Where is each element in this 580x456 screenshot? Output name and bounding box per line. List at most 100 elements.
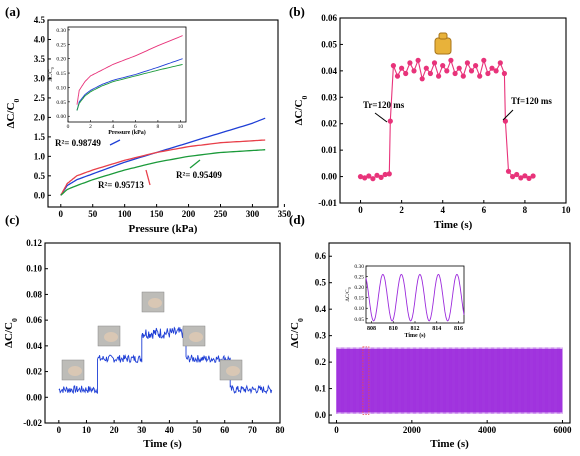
panel-b-point (399, 65, 405, 71)
panel-c-y-tick-label: 0.06 (26, 315, 42, 325)
panel-a-y-tick-label: 0.5 (34, 171, 46, 181)
panel-b-point (493, 68, 499, 74)
panel-b-point (464, 60, 470, 66)
panel-b-point (415, 57, 421, 63)
panel-b-y-tick-label: 0.03 (321, 92, 337, 102)
panel-d-inset-x-tick-label: 816 (454, 326, 463, 332)
panel-a-inset-y-tick-label: 0.10 (56, 85, 66, 91)
panel-b-point (473, 63, 479, 69)
panel-b-y-tick-label: -0.01 (318, 198, 337, 208)
panel-c-xlabel: Time (s) (143, 438, 182, 450)
panel-b-xlabel: Time (s) (434, 219, 473, 231)
panel-b-point (452, 70, 458, 77)
panel-a-y-tick-label: 2.0 (34, 112, 46, 122)
axes-layer (44, 17, 571, 424)
panel-d-x-tick-label: 6000 (553, 425, 572, 435)
panel-b-ylabel: ΔC/C0 (293, 96, 309, 126)
panel-a-inset-series-0 (76, 35, 183, 105)
panel-a-series-1 (60, 139, 266, 196)
panel-b-point (431, 60, 438, 66)
panel-c-label: (c) (5, 212, 19, 227)
panel-b-point (387, 118, 393, 124)
panel-b-x-tick-label: 8 (523, 205, 528, 215)
panel-b-point (505, 168, 512, 174)
panel-d-highlight (362, 346, 370, 415)
panel-d-inset-y-tick-label: 0.15 (354, 296, 364, 302)
panel-b-point (403, 70, 409, 77)
panel-a-inset-x-tick-label: 8 (157, 124, 160, 130)
panel-c-series (58, 326, 273, 395)
panel-b-y-tick-label: 0.01 (321, 145, 337, 155)
panel-d-y-tick-label: 0.4 (315, 304, 327, 314)
panel-d-inset-y-tick-label: 0.10 (354, 306, 364, 312)
panel-c-y-tick-label: 0.00 (26, 392, 42, 402)
panel-a-x-tick-label: 150 (150, 209, 164, 219)
panel-d-inset-x-tick-label: 810 (389, 326, 398, 332)
panel-a-x-tick-label: 250 (214, 209, 228, 219)
panel-b-point (382, 171, 388, 178)
panel-c-ylabel: ΔC/C0 (3, 318, 19, 348)
panel-a-x-tick-label: 100 (118, 209, 132, 219)
panel-b-y-tick-label: 0.04 (321, 66, 337, 76)
panel-d-x-tick-label: 4000 (478, 425, 497, 435)
panel-a-x-tick-label: 0 (59, 209, 64, 219)
panel-d-x-tick-label: 0 (334, 425, 339, 435)
panel-d-frame (328, 242, 571, 424)
panel-a-inset-y-tick-label: 0.20 (56, 57, 66, 63)
panel-d-inset-y-tick-label: 0.20 (354, 285, 364, 291)
panel-b-point (374, 172, 380, 178)
finger-photo-hand (104, 332, 118, 342)
panel-b-point (502, 118, 508, 124)
panel-a-y-tick-label: 1.0 (34, 151, 46, 161)
panel-b-point (448, 57, 454, 63)
panel-b-point (427, 70, 433, 77)
panel-b-point (456, 65, 462, 71)
panel-b-point (481, 57, 487, 63)
panel-a-inset-x-tick-label: 2 (89, 124, 92, 130)
panel-d-xlabel: Time (s) (430, 438, 469, 450)
panel-c-x-tick-label: 0 (57, 425, 62, 435)
panel-c-y-tick-label: 0.12 (26, 238, 42, 248)
panel-b-point (394, 73, 401, 79)
panel-c-x-tick-label: 80 (276, 425, 286, 435)
panel-b-point (436, 73, 442, 79)
panel-b-point (444, 68, 450, 74)
panel-b-point (489, 65, 495, 71)
panel-c-frame (44, 242, 281, 424)
panel-b-point (501, 70, 507, 77)
panel-d-inset-y-tick-label: 0.05 (354, 317, 364, 323)
panel-b-x-tick-label: 2 (399, 205, 404, 215)
panel-a-inset-x-tick-label: 4 (112, 124, 115, 130)
panel-b-x-tick-label: 0 (358, 205, 363, 215)
text-layer: 0 50 100 150 200 250 300 3500.00.51.01.52.02.53… (3, 4, 572, 450)
panel-b-point (497, 60, 503, 66)
panel-b-point (530, 173, 536, 179)
panel-c-y-tick-label: 0.02 (26, 367, 42, 377)
panel-b-label: (b) (289, 4, 305, 19)
panel-a-ylabel: ΔC/C0 (5, 99, 21, 129)
panel-b-point (477, 73, 483, 79)
panel-a-xlabel: Pressure (kPa) (129, 223, 198, 235)
panel-d-inset-x-tick-label: 812 (411, 326, 420, 332)
panel-c-y-tick-label: 0.04 (26, 341, 42, 351)
panel-d-inset-x-tick-label: 808 (367, 326, 376, 332)
panel-a-arrow-2 (189, 159, 201, 169)
panel-b-point (423, 65, 429, 71)
panel-a-inset-y-tick-label: 0.25 (56, 42, 66, 48)
panel-c-y-tick-label: 0.10 (26, 264, 42, 274)
panel-b-x-tick-label: 10 (562, 205, 572, 215)
panel-d-y-tick-label: 0.5 (315, 278, 327, 288)
panel-a-y-tick-label: 0.0 (34, 190, 46, 200)
panel-a-annotation-1: R²= 0.95713 (98, 180, 144, 190)
panel-b-point (366, 173, 372, 179)
panel-b-point (419, 76, 425, 82)
panel-a-annotation-0: R²= 0.98749 (55, 138, 101, 148)
panel-a-inset-x-tick-label: 6 (134, 124, 137, 130)
panel-d-y-tick-label: 0.3 (315, 331, 327, 341)
panel-a-inset-series-2 (76, 63, 183, 111)
panel-b-point (370, 176, 376, 182)
panel-d-label: (d) (289, 212, 305, 227)
panel-b-point (407, 60, 413, 66)
panel-a-x-tick-label: 350 (278, 209, 292, 219)
panel-b-y-tick-label: 0.05 (321, 39, 337, 49)
